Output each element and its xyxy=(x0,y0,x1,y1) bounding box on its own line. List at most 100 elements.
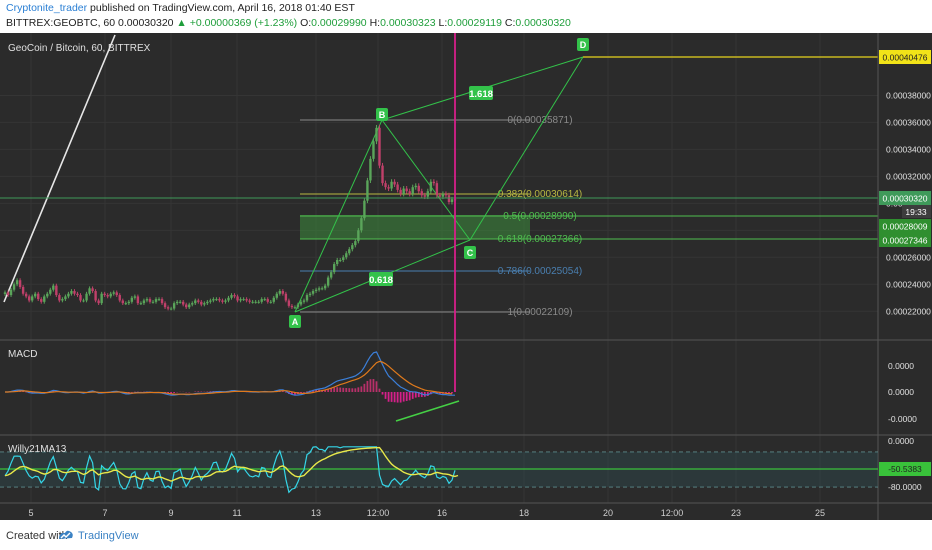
candle-body xyxy=(224,300,227,302)
candle-body xyxy=(236,296,239,301)
candle-body xyxy=(230,295,233,298)
candle-body xyxy=(24,293,28,297)
candle-body xyxy=(342,257,345,261)
trend-line[interactable] xyxy=(3,34,116,303)
candle-body xyxy=(314,289,318,292)
x-tick-label: 25 xyxy=(815,508,825,518)
pattern-point-label: C xyxy=(467,248,474,258)
candle-body xyxy=(151,301,155,303)
candle-body xyxy=(263,299,266,301)
candle-body xyxy=(34,293,37,297)
open-label: O: xyxy=(297,17,312,29)
pattern-leg xyxy=(469,56,584,241)
candle-body xyxy=(363,200,366,219)
x-tick-label: 13 xyxy=(311,508,321,518)
pattern-point-badge xyxy=(376,108,388,121)
candle-body xyxy=(46,293,49,297)
candle-body xyxy=(194,300,197,304)
low-value: 0.00029119 xyxy=(447,17,502,29)
candle-body xyxy=(332,264,336,273)
candle-body xyxy=(396,184,399,190)
fib-level-label: 0.5(0.00028990) xyxy=(503,211,576,222)
candle-body xyxy=(148,299,152,302)
fib-level-label: 1(0.00022109) xyxy=(507,307,572,318)
candle-body xyxy=(215,299,218,301)
candle-body xyxy=(49,289,52,294)
candle-body xyxy=(163,303,167,308)
candle-body xyxy=(209,300,212,302)
chart-labels: GeoCoin / Bitcoin, 60, BITTREX MACD Will… xyxy=(8,43,151,455)
chart-area[interactable]: 0(0.00035871) 0.382(0.00030614) 0.5(0.0002… xyxy=(0,0,932,520)
candle-body xyxy=(429,181,433,192)
candle-body xyxy=(357,230,360,242)
fib-level-label: 0.786(0.00025054) xyxy=(498,266,583,277)
pane-separators xyxy=(0,33,932,520)
author-link[interactable]: Cryptonite_trader xyxy=(6,2,88,14)
candle-body xyxy=(9,289,13,296)
candle-body xyxy=(82,300,85,302)
candle-body xyxy=(269,301,272,303)
horizontal-lines[interactable] xyxy=(0,56,878,199)
candle-body xyxy=(203,303,206,305)
harmonic-pattern[interactable]: A B C D 1.618 0.618 xyxy=(289,38,589,328)
candle-body xyxy=(272,297,275,302)
macd-y-tick: -0.0000 xyxy=(888,414,917,424)
candle-body xyxy=(444,193,448,196)
close-label: C: xyxy=(501,17,516,29)
candle-body xyxy=(3,292,7,294)
ohlc-line: BITTREX:GEOBTC, 60 0.00030320 ▲ +0.00000… xyxy=(6,17,571,29)
willy-ma-line xyxy=(4,446,459,482)
fib-level-label: 0.382(0.00030614) xyxy=(498,189,583,200)
candle-body xyxy=(345,253,348,258)
candle-body xyxy=(40,299,43,302)
candle-body xyxy=(67,293,70,297)
candle-body xyxy=(251,301,254,303)
y-tick-label: 0.00026000 xyxy=(886,252,931,262)
candle-body xyxy=(320,288,324,290)
candle-body xyxy=(323,285,327,289)
candle-body xyxy=(133,296,137,298)
candle-body xyxy=(329,272,333,278)
chart-canvas[interactable]: 0(0.00035871) 0.382(0.00030614) 0.5(0.0002… xyxy=(0,0,932,520)
candle-body xyxy=(79,295,82,301)
fib-retracement[interactable]: 0(0.00035871) 0.382(0.00030614) 0.5(0.0002… xyxy=(300,115,878,318)
countdown-badge xyxy=(902,205,931,218)
candle-body xyxy=(178,301,182,303)
high-label: H: xyxy=(366,17,381,29)
candle-body xyxy=(414,185,417,188)
candle-body xyxy=(27,296,31,301)
candle-body xyxy=(408,191,411,194)
candle-body xyxy=(281,291,285,294)
fib-zone-band xyxy=(300,215,530,239)
tradingview-brand[interactable]: TradingView xyxy=(78,530,139,542)
price-badges: 0.00040476 0.00030320 0.00028009 0.00027346… xyxy=(879,50,931,476)
candle-body xyxy=(21,286,25,294)
candle-body xyxy=(52,285,55,290)
low-label: L: xyxy=(435,17,448,29)
candle-body xyxy=(73,291,76,294)
candle-body xyxy=(402,188,405,194)
candle-body xyxy=(242,299,245,301)
price-badge-label: 0.00040476 xyxy=(883,53,928,63)
price-badge-label: 0.00030320 xyxy=(883,194,928,204)
candle-body xyxy=(30,296,34,301)
publish-line: Cryptonite_trader published on TradingVi… xyxy=(6,2,355,14)
candle-body xyxy=(432,181,436,184)
candle-body xyxy=(221,300,224,302)
ratio-badge xyxy=(369,272,393,286)
pattern-leg xyxy=(294,119,383,313)
candle-body xyxy=(336,260,339,265)
countdown-label: 19:33 xyxy=(905,207,927,217)
candle-body xyxy=(299,301,303,305)
tradingview-logo-icon xyxy=(59,530,73,539)
fib-level-label: 0(0.00035871) xyxy=(507,115,572,126)
willy-value-label: -50.5383 xyxy=(888,464,922,474)
price-badge xyxy=(879,219,931,233)
candle-body xyxy=(191,303,194,305)
white-trend-line[interactable] xyxy=(3,34,116,303)
candle-body xyxy=(348,249,351,254)
macd-title: MACD xyxy=(8,349,37,360)
candle-body xyxy=(387,187,390,189)
publish-info: published on TradingView.com, April 16, … xyxy=(87,2,355,14)
candle-body xyxy=(154,299,158,302)
